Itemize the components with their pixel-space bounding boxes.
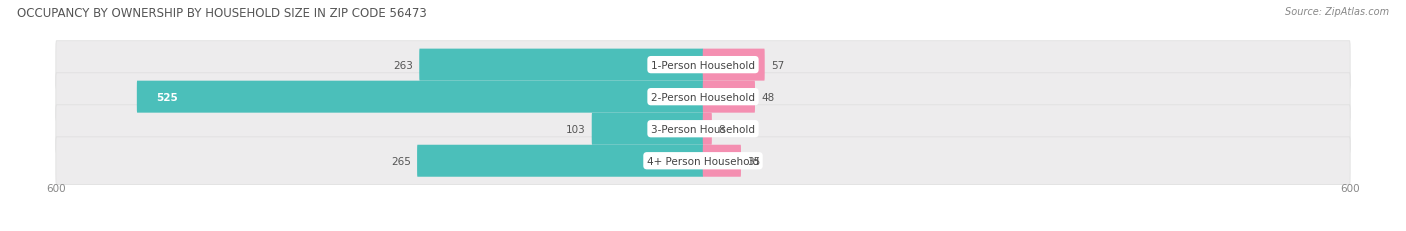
FancyBboxPatch shape bbox=[592, 113, 703, 145]
Text: 57: 57 bbox=[770, 60, 785, 70]
FancyBboxPatch shape bbox=[56, 137, 1350, 185]
Text: 4+ Person Household: 4+ Person Household bbox=[647, 156, 759, 166]
FancyBboxPatch shape bbox=[703, 113, 711, 145]
Text: 48: 48 bbox=[761, 92, 775, 102]
Text: 8: 8 bbox=[718, 124, 724, 134]
Text: 3-Person Household: 3-Person Household bbox=[651, 124, 755, 134]
Text: 2-Person Household: 2-Person Household bbox=[651, 92, 755, 102]
FancyBboxPatch shape bbox=[56, 105, 1350, 153]
FancyBboxPatch shape bbox=[418, 145, 703, 177]
FancyBboxPatch shape bbox=[56, 73, 1350, 121]
Text: 35: 35 bbox=[747, 156, 761, 166]
Text: OCCUPANCY BY OWNERSHIP BY HOUSEHOLD SIZE IN ZIP CODE 56473: OCCUPANCY BY OWNERSHIP BY HOUSEHOLD SIZE… bbox=[17, 7, 426, 20]
FancyBboxPatch shape bbox=[136, 81, 703, 113]
Text: 525: 525 bbox=[156, 92, 179, 102]
Text: 1-Person Household: 1-Person Household bbox=[651, 60, 755, 70]
FancyBboxPatch shape bbox=[56, 42, 1350, 89]
FancyBboxPatch shape bbox=[419, 49, 703, 81]
Text: 263: 263 bbox=[394, 60, 413, 70]
FancyBboxPatch shape bbox=[703, 81, 755, 113]
FancyBboxPatch shape bbox=[703, 145, 741, 177]
Text: 265: 265 bbox=[391, 156, 411, 166]
Text: Source: ZipAtlas.com: Source: ZipAtlas.com bbox=[1285, 7, 1389, 17]
FancyBboxPatch shape bbox=[703, 49, 765, 81]
Text: 103: 103 bbox=[565, 124, 585, 134]
